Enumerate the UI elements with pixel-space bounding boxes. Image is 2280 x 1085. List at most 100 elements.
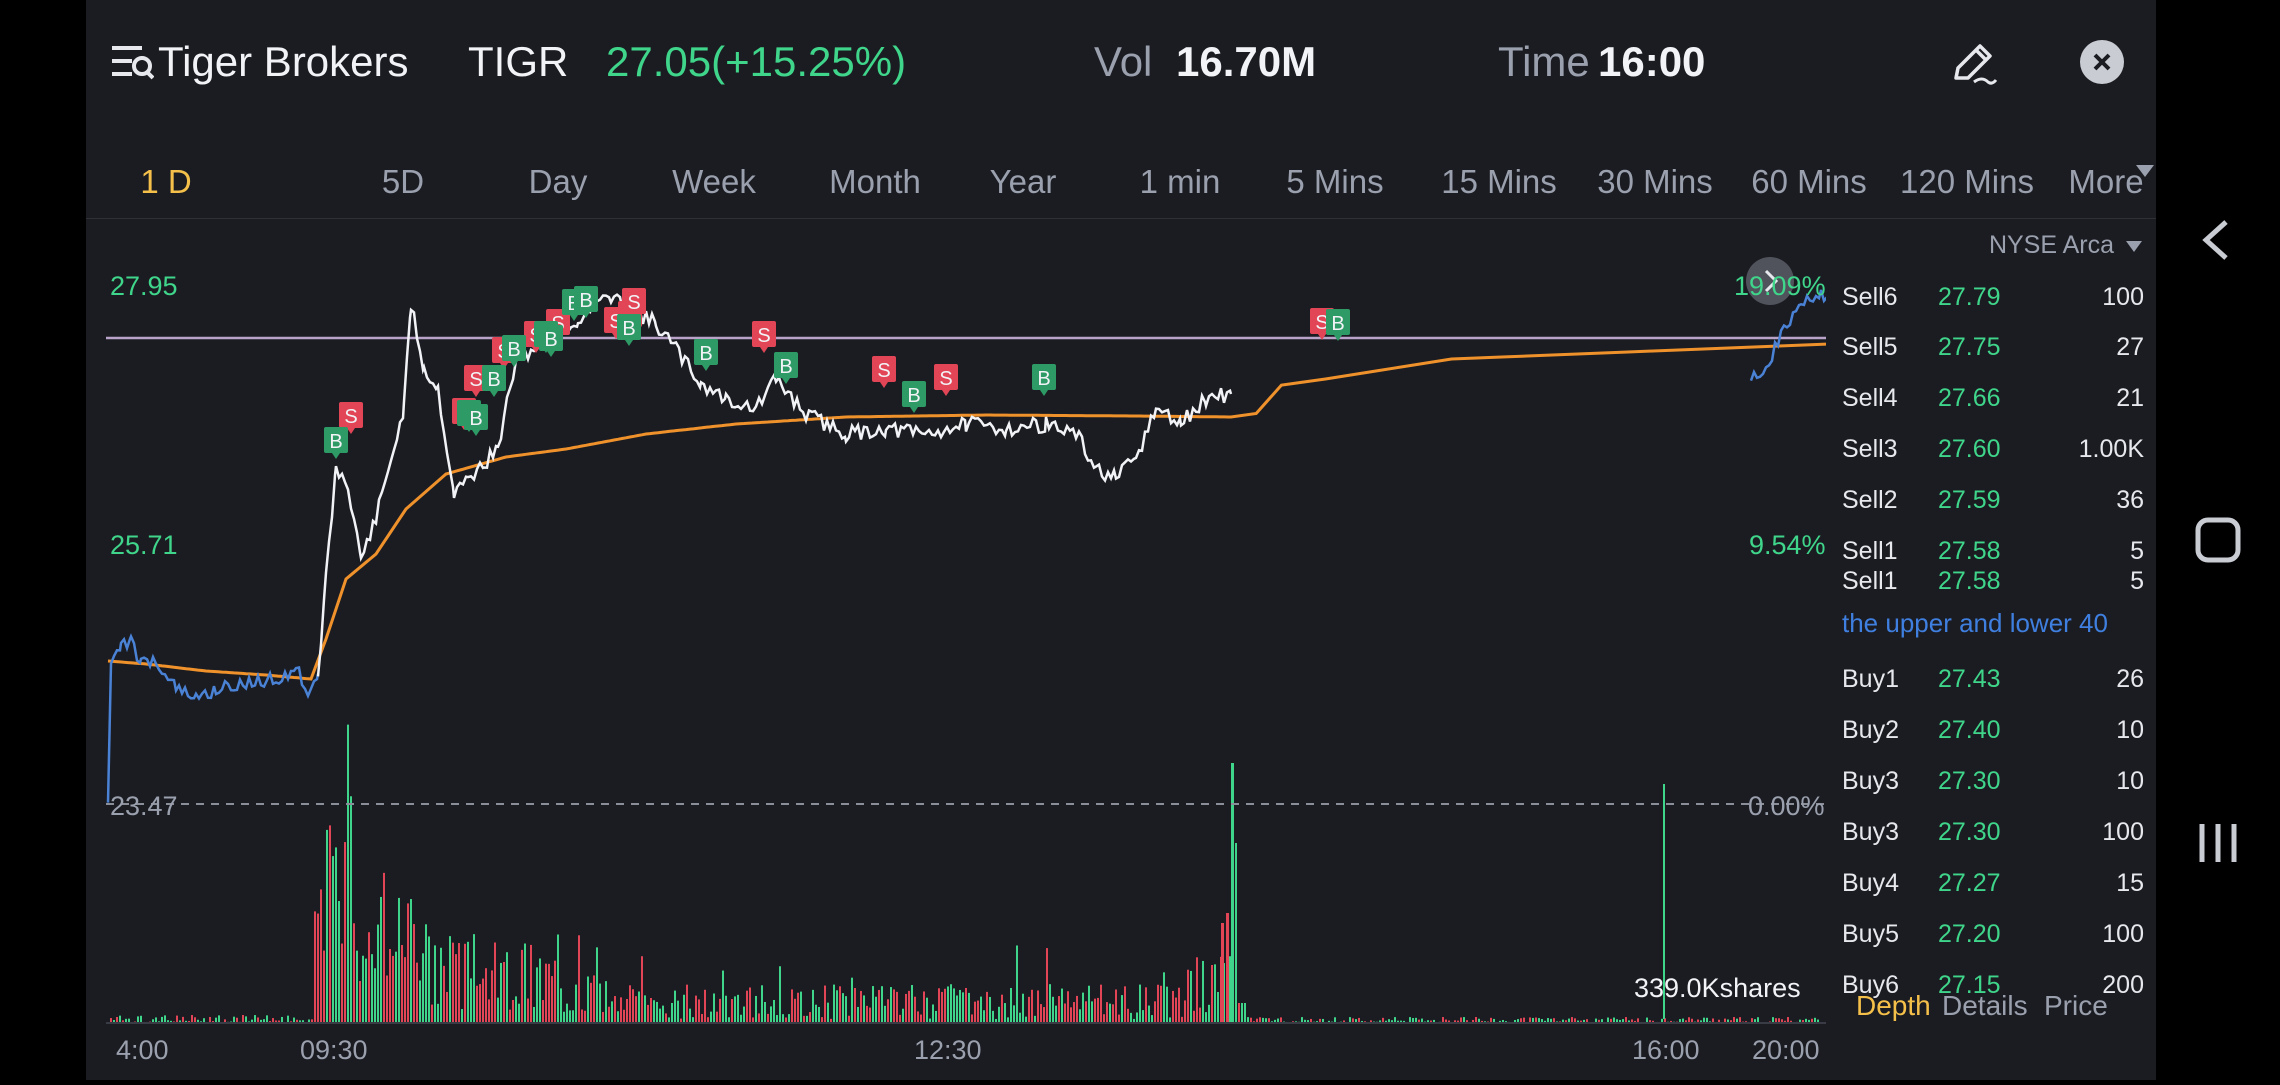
volume-bar: [983, 1010, 985, 1023]
svg-text:B: B: [579, 290, 592, 312]
tab-1d[interactable]: 1 D: [116, 146, 216, 218]
volume-bar: [452, 943, 454, 1023]
order-book[interactable]: NYSE Arca Sell6 27.79 100 Sell5 27.75 27…: [1842, 219, 2156, 1019]
volume-bar: [1058, 996, 1060, 1023]
volume-bar: [770, 1006, 772, 1023]
level-price: 27.59: [1938, 480, 2001, 520]
back-icon[interactable]: [2206, 222, 2226, 258]
volume-bar: [779, 966, 781, 1023]
chevron-down-icon[interactable]: [2136, 165, 2154, 177]
volume-bar: [545, 964, 547, 1023]
volume-bar: [857, 1007, 859, 1023]
volume-bar: [641, 956, 643, 1023]
volume-bar: [383, 873, 385, 1023]
svg-text:B: B: [779, 356, 792, 378]
buy-marker[interactable]: B: [902, 381, 926, 413]
volume-bar: [791, 989, 793, 1023]
level-label: Sell2: [1842, 480, 1898, 520]
volume-bar: [1157, 985, 1159, 1023]
sell-marker[interactable]: S: [934, 364, 958, 396]
volume-bar: [719, 999, 721, 1023]
volume-bar: [1049, 984, 1051, 1023]
buy-marker[interactable]: B: [324, 427, 348, 459]
volume-bar: [839, 986, 841, 1023]
tab-60mins[interactable]: 60 Mins: [1734, 146, 1884, 218]
volume-bar: [1190, 971, 1192, 1023]
buy-marker[interactable]: B: [694, 339, 718, 371]
tab-month[interactable]: Month: [810, 146, 940, 218]
volume-bar: [1031, 990, 1033, 1023]
volume-bar: [254, 1015, 256, 1023]
volume-bar: [797, 993, 799, 1023]
tab-15mins[interactable]: 15 Mins: [1424, 146, 1574, 218]
buy-marker[interactable]: B: [539, 325, 563, 357]
volume-bar: [1013, 1005, 1015, 1023]
volume-bar: [566, 1004, 568, 1023]
volume-bar: [1244, 1003, 1246, 1023]
volume-bar: [998, 1007, 1000, 1023]
tab-week[interactable]: Week: [656, 146, 772, 218]
price-line: [318, 294, 1231, 677]
volume-bar: [1016, 945, 1018, 1023]
volume-bar: [1175, 998, 1177, 1023]
recents-icon[interactable]: [2202, 824, 2234, 862]
level-price: 27.30: [1938, 812, 2001, 852]
level-qty: 36: [2116, 480, 2144, 520]
svg-text:S: S: [344, 406, 357, 428]
tab-price[interactable]: Price: [2044, 984, 2108, 1028]
close-button[interactable]: [2080, 40, 2124, 84]
svg-text:B: B: [487, 369, 500, 391]
volume-bar: [908, 991, 910, 1023]
volume-bar: [968, 993, 970, 1023]
system-nav-bar: [2156, 0, 2280, 1080]
tab-120mins[interactable]: 120 Mins: [1882, 146, 2052, 218]
volume-bar: [992, 1011, 994, 1023]
volume-bar: [569, 1010, 571, 1023]
sell-marker[interactable]: S: [752, 321, 776, 353]
buy-marker[interactable]: B: [1326, 309, 1350, 341]
tab-depth[interactable]: Depth: [1856, 984, 1931, 1028]
tab-more[interactable]: More: [2056, 146, 2156, 218]
volume-bar: [1142, 1010, 1144, 1023]
volume-bar: [926, 998, 928, 1023]
intraday-chart[interactable]: SSSSSSSSSSSSSBBBBBBBBBBBBBBB 27.95 25.71…: [86, 219, 1826, 1080]
volume-bar: [671, 1003, 673, 1023]
sell-marker[interactable]: S: [872, 356, 896, 388]
volume-bar: [218, 1015, 220, 1023]
volume-bar: [338, 901, 340, 1023]
menu-search-icon[interactable]: [112, 44, 154, 80]
volume-bar: [479, 984, 481, 1023]
volume-label: Vol: [1094, 36, 1152, 88]
level-qty: 26: [2116, 659, 2144, 699]
volume-bar: [434, 945, 436, 1023]
volume-bar: [491, 970, 493, 1023]
home-icon[interactable]: [2198, 520, 2238, 560]
draw-pencil-icon[interactable]: [1948, 38, 1998, 88]
tab-5mins[interactable]: 5 Mins: [1270, 146, 1400, 218]
volume-bar: [458, 943, 460, 1023]
tab-5d[interactable]: 5D: [356, 146, 450, 218]
volume-bar: [761, 985, 763, 1023]
volume-bar: [980, 997, 982, 1023]
exchange-selector[interactable]: NYSE Arca: [1842, 231, 2142, 260]
volume-bar: [317, 914, 319, 1023]
volume-bar: [1034, 1016, 1036, 1023]
buy-marker[interactable]: B: [464, 404, 488, 436]
stock-symbol: TIGR: [468, 36, 568, 88]
buy-marker[interactable]: B: [1032, 364, 1056, 396]
volume-bar: [509, 1010, 511, 1023]
buy-marker[interactable]: B: [617, 314, 641, 346]
pct-label-bottom: 0.00%: [1748, 791, 1825, 822]
volume-bar: [1019, 1013, 1021, 1023]
volume-bar: [497, 998, 499, 1023]
tab-year[interactable]: Year: [968, 146, 1078, 218]
tab-day[interactable]: Day: [506, 146, 610, 218]
volume-bar: [662, 1006, 664, 1023]
volume-bar: [341, 944, 343, 1023]
tab-details[interactable]: Details: [1942, 984, 2028, 1028]
buy-marker[interactable]: B: [482, 365, 506, 397]
volume-bar: [323, 951, 325, 1023]
volume-bar: [1187, 970, 1189, 1023]
tab-1min[interactable]: 1 min: [1118, 146, 1242, 218]
tab-30mins[interactable]: 30 Mins: [1580, 146, 1730, 218]
